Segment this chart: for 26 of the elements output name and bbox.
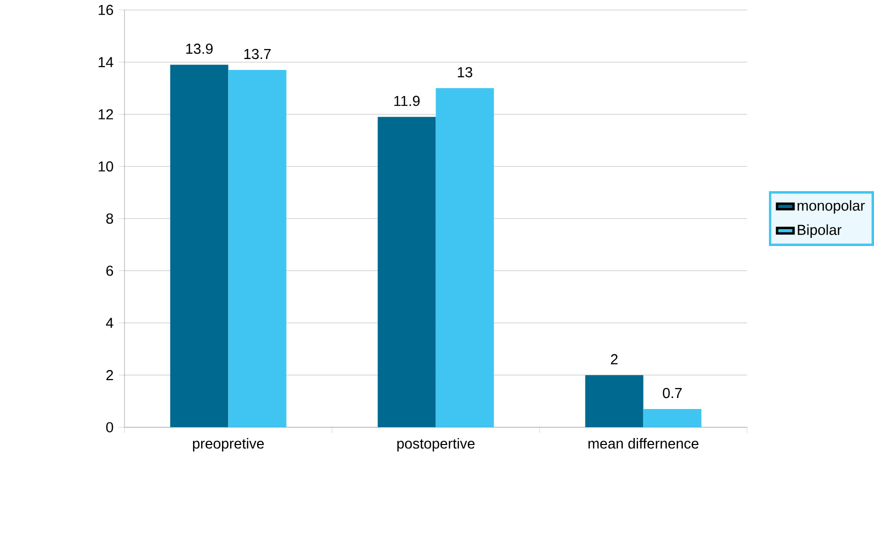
- legend-label: monopolar: [798, 200, 865, 214]
- x-tick-label: preopretive: [193, 438, 264, 452]
- y-tick-label: 0: [106, 422, 114, 432]
- y-tick-label: 14: [98, 57, 114, 68]
- y-tick-label: 2: [106, 370, 113, 380]
- y-tick-label: 6: [106, 266, 114, 276]
- bar: [585, 375, 644, 428]
- bar: [436, 88, 494, 428]
- legend-label: Bipolar: [798, 224, 842, 238]
- bar: [643, 408, 702, 428]
- x-tick-label: mean differnence: [588, 438, 698, 449]
- data-label: 13: [458, 67, 472, 78]
- bar: [228, 70, 286, 428]
- data-label: 2: [610, 354, 618, 364]
- y-tick-label: 12: [98, 109, 113, 120]
- data-label: 13.9: [186, 44, 213, 54]
- y-tick-label: 4: [106, 318, 114, 328]
- data-label: 13.7: [244, 48, 271, 60]
- y-tick-label: 10: [98, 161, 114, 172]
- y-tick-label: 16: [98, 4, 114, 16]
- y-tick-label: 8: [106, 213, 114, 224]
- x-tick-label: postopertive: [397, 438, 475, 452]
- data-label: 0.7: [662, 388, 682, 398]
- bar: [378, 116, 436, 428]
- data-label: 11.9: [394, 96, 420, 106]
- bar: [170, 64, 228, 428]
